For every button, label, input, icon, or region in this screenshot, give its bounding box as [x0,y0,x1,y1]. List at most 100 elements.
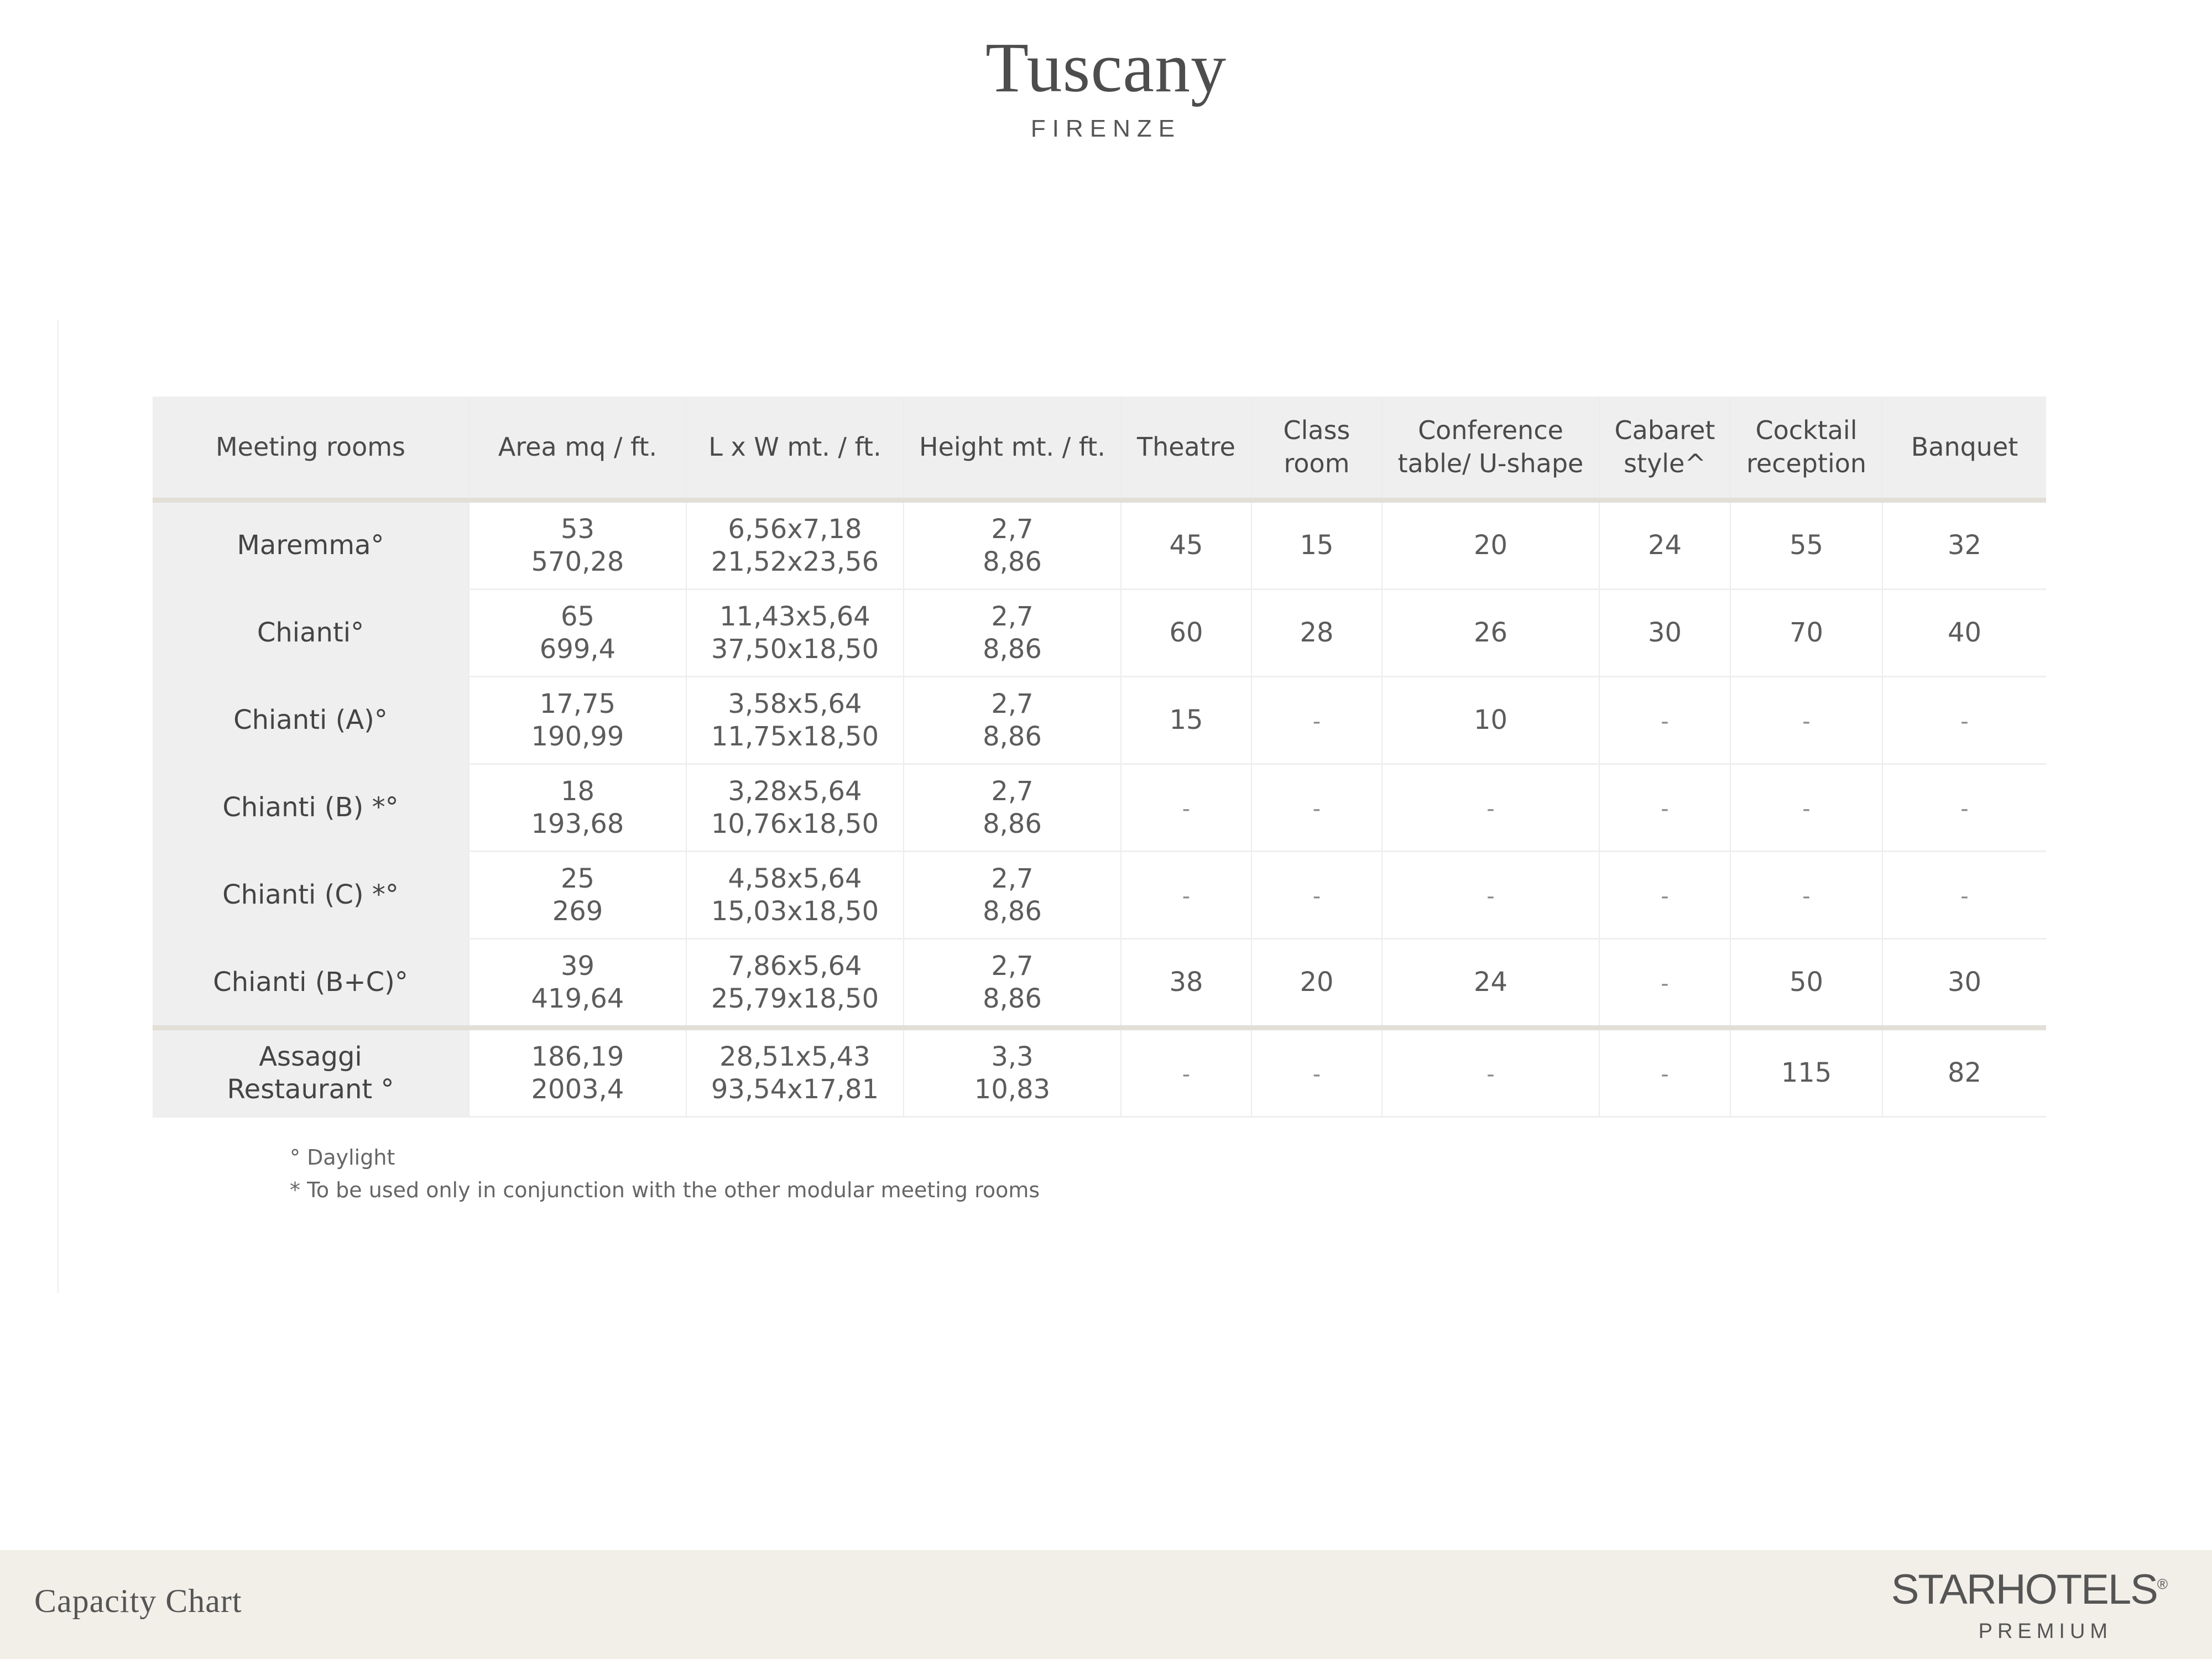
table-row: Chianti° 65 699,4 11,43x5,64 37,50x18,50 2,7 8… [153,588,2046,677]
cell-value: - [1802,884,1811,910]
cell-value: - [1182,796,1191,822]
cell-value: - [1960,884,1969,910]
cell-value: - [1802,796,1811,822]
cell-height: 2,7 8,86 [903,763,1121,852]
cell-line: 8,86 [983,983,1042,1014]
cell-line: Assaggi [259,1041,362,1072]
column-header-line: Cabaret [1614,415,1715,445]
cell-line: 11,75x18,50 [711,721,879,752]
cell-line: 25,79x18,50 [711,983,879,1014]
cell-area: 65 699,4 [468,588,686,677]
cell-value: - [1960,709,1969,735]
cell-cabaret: - [1599,676,1730,764]
cell-line: Chianti (B+C)° [213,967,408,998]
cell-height: 2,7 8,86 [903,851,1121,939]
cell-class-room: - [1251,676,1382,764]
cell-line: 3,3 [991,1041,1034,1072]
cell-theatre: - [1120,763,1251,852]
table-header-row: Meeting rooms Area mq / ft. L x W mt. / ft… [153,397,2046,500]
cell-theatre: - [1120,1025,1251,1118]
cell-lxw: 7,86x5,64 25,79x18,50 [686,938,904,1028]
cell-line: 2003,4 [531,1073,624,1105]
cell-meeting-rooms: Chianti (C) *° [153,851,469,939]
cell-value: - [1312,709,1321,735]
cell-line: 3,58x5,64 [728,688,862,719]
cell-conference: 10 [1381,676,1599,764]
cell-cabaret: - [1599,851,1730,939]
cell-line: Chianti (C) *° [222,879,399,911]
column-header-line: room [1284,448,1350,478]
cell-line: Chianti° [257,617,364,649]
cell-height: 2,7 8,86 [903,588,1121,677]
cell-value: - [1312,884,1321,910]
table-body: Maremma° 53 570,28 6,56x7,18 21,52x23,56 2,7 8… [153,498,2046,1118]
capacity-table: Meeting rooms Area mq / ft. L x W mt. / ft… [153,397,2046,1118]
footnote-daylight: ° Daylight [290,1145,395,1170]
cell-value: - [1486,1062,1495,1088]
cell-cocktail: - [1730,851,1882,939]
cell-meeting-rooms: Chianti° [153,588,469,677]
column-header-area: Area mq / ft. [468,397,686,500]
cell-line: 419,64 [531,983,624,1014]
column-header-line: L x W mt. / ft. [708,431,881,462]
table-row: Chianti (B) *° 18 193,68 3,28x5,64 10,76x18,… [153,763,2046,852]
cell-class-room: 15 [1251,498,1382,589]
cell-value: 20 [1473,530,1508,561]
cell-line: 10,83 [974,1073,1051,1105]
cell-cocktail: 50 [1730,938,1882,1028]
cell-value: 32 [1947,530,1982,561]
cell-line: 15,03x18,50 [711,895,879,927]
cell-line: 2,7 [991,513,1034,545]
cell-value: 60 [1169,617,1203,649]
column-header-lxw: L x W mt. / ft. [686,397,904,500]
brand-logo: STARHOTELS® PREMIUM [1891,1569,2168,1644]
column-header-line: Cocktail [1755,415,1858,445]
cell-class-room: 20 [1251,938,1382,1028]
column-header-line: Height mt. / ft. [919,431,1105,462]
cell-value: - [1182,1062,1191,1088]
footnotes: ° Daylight * To be used only in conjunct… [290,1141,1040,1207]
cell-value: 24 [1473,967,1508,998]
cell-line: 269 [552,895,603,927]
cell-conference: 20 [1381,498,1599,589]
cell-theatre: 38 [1120,938,1251,1028]
table-row: Chianti (C) *° 25 269 4,58x5,64 15,03x18,50 2… [153,851,2046,939]
column-header-cabaret: Cabaret style^ [1599,397,1730,500]
cell-line: 93,54x17,81 [711,1073,879,1105]
cell-lxw: 3,58x5,64 11,75x18,50 [686,676,904,764]
cell-class-room: - [1251,763,1382,852]
cell-line: 11,43x5,64 [719,601,870,632]
cell-value: 24 [1647,530,1682,561]
cell-conference: - [1381,763,1599,852]
cell-line: 39 [560,950,595,982]
cell-area: 53 570,28 [468,498,686,589]
cell-line: 53 [560,513,595,545]
cell-value: - [1661,796,1669,822]
cell-meeting-rooms: Chianti (B) *° [153,763,469,852]
column-header-line: table/ U-shape [1397,448,1584,478]
page-footer: Capacity Chart STARHOTELS® PREMIUM [0,1550,2212,1659]
cell-area: 25 269 [468,851,686,939]
cell-value: 50 [1789,967,1824,998]
table-row: Chianti (A)° 17,75 190,99 3,58x5,64 11,75x18… [153,676,2046,764]
cell-line: 2,7 [991,950,1034,982]
brand-sub: PREMIUM [1978,1620,2113,1643]
cell-value: - [1312,1062,1321,1088]
cell-meeting-rooms: Chianti (B+C)° [153,938,469,1028]
column-header-line: reception [1746,448,1867,478]
cell-line: 2,7 [991,863,1034,894]
cell-line: 699,4 [539,633,616,665]
column-header-line: Banquet [1911,431,2018,462]
cell-line: 4,58x5,64 [728,863,862,894]
column-header-theatre: Theatre [1120,397,1251,500]
cell-value: - [1661,1062,1669,1088]
cell-line: 8,86 [983,895,1042,927]
cell-meeting-rooms: Maremma° [153,498,469,589]
column-header-class-room: Class room [1251,397,1382,500]
page-header: Tuscany FIRENZE [0,32,2212,143]
cell-banquet: 82 [1882,1025,2046,1118]
cell-cocktail: 115 [1730,1025,1882,1118]
cell-line: Chianti (B) *° [222,792,399,823]
cell-line: Chianti (A)° [233,705,388,736]
table-row: Maremma° 53 570,28 6,56x7,18 21,52x23,56 2,7 8… [153,498,2046,589]
